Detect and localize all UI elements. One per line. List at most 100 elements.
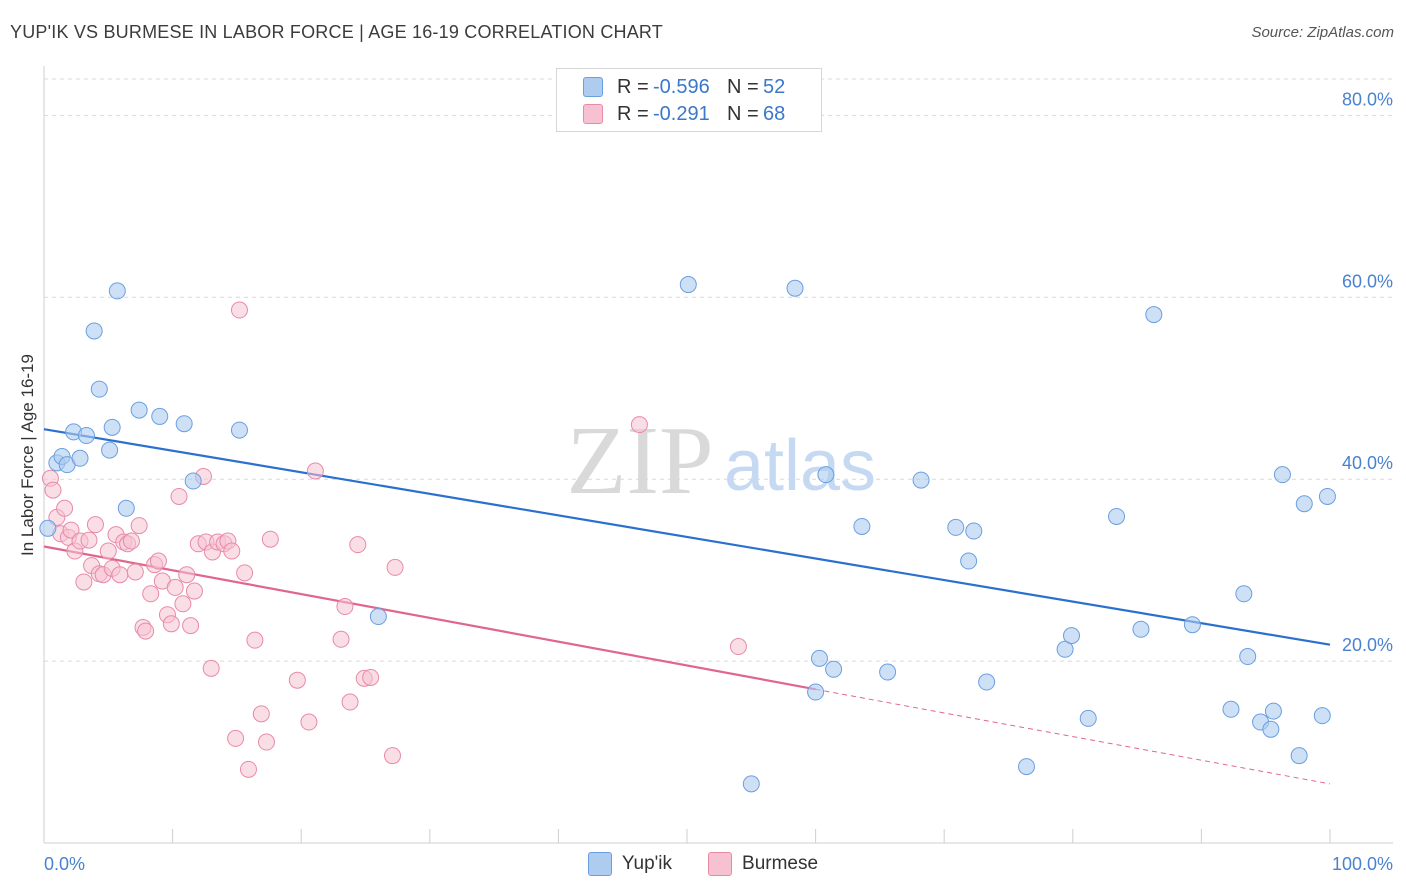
source-label: Source: ZipAtlas.com bbox=[1251, 24, 1394, 41]
data-point-burmese bbox=[166, 578, 184, 596]
data-point-yupik bbox=[1313, 707, 1331, 725]
data-point-burmese bbox=[149, 552, 167, 570]
watermark-atlas: atlas bbox=[724, 426, 876, 506]
data-point-burmese bbox=[75, 573, 93, 591]
legend-item-burmese[interactable]: Burmese bbox=[708, 852, 818, 876]
data-point-yupik bbox=[825, 660, 843, 678]
data-point-burmese bbox=[384, 747, 402, 765]
data-point-burmese bbox=[182, 617, 200, 635]
y-axis-label: In Labor Force | Age 16-19 bbox=[18, 354, 37, 556]
legend-item-yupik[interactable]: Yup'ik bbox=[587, 852, 673, 876]
data-point-burmese bbox=[230, 301, 248, 319]
data-point-yupik bbox=[369, 608, 387, 626]
data-point-yupik bbox=[1079, 709, 1097, 727]
data-point-burmese bbox=[252, 705, 270, 723]
data-point-yupik bbox=[817, 466, 835, 484]
data-point-burmese bbox=[288, 671, 306, 689]
data-point-burmese bbox=[142, 585, 160, 603]
data-point-yupik bbox=[965, 522, 983, 540]
data-point-yupik bbox=[108, 282, 126, 300]
data-point-yupik bbox=[130, 401, 148, 419]
legend-r-value: -0.596 bbox=[653, 75, 710, 98]
data-point-burmese bbox=[62, 521, 80, 539]
data-point-yupik bbox=[184, 472, 202, 490]
data-point-burmese bbox=[126, 563, 144, 581]
data-point-burmese bbox=[111, 566, 129, 584]
trend-line-burmese bbox=[43, 545, 816, 691]
data-point-burmese bbox=[44, 481, 62, 499]
data-point-yupik bbox=[1239, 648, 1257, 666]
legend-row-burmese: R = -0.291 N = 68 bbox=[583, 101, 785, 127]
data-point-yupik bbox=[39, 519, 57, 537]
data-point-burmese bbox=[170, 487, 188, 505]
data-point-burmese bbox=[99, 542, 117, 560]
data-point-burmese bbox=[261, 530, 279, 548]
data-point-yupik bbox=[947, 518, 965, 536]
data-point-yupik bbox=[151, 407, 169, 425]
data-point-yupik bbox=[1018, 758, 1036, 776]
data-point-yupik bbox=[103, 418, 121, 436]
axes bbox=[43, 66, 1393, 844]
legend-swatch-yupik bbox=[587, 852, 612, 876]
data-point-yupik bbox=[101, 441, 119, 459]
data-point-burmese bbox=[137, 622, 155, 640]
data-point-burmese bbox=[130, 517, 148, 535]
trend-lines bbox=[43, 428, 1331, 785]
legend-n-label: N = bbox=[727, 75, 759, 98]
y-tick-label: 60.0% bbox=[1342, 271, 1393, 291]
correlation-legend: R = -0.596 N = 52 R = -0.291 N = 68 bbox=[556, 68, 822, 132]
data-point-burmese bbox=[332, 630, 350, 648]
data-point-yupik bbox=[71, 449, 89, 467]
legend-row-yupik: R = -0.596 N = 52 bbox=[583, 74, 785, 100]
data-point-yupik bbox=[1108, 507, 1126, 525]
data-point-yupik bbox=[879, 663, 897, 681]
data-point-yupik bbox=[1295, 495, 1313, 513]
legend-n-value: 68 bbox=[763, 102, 786, 125]
data-points bbox=[39, 276, 1336, 793]
data-point-yupik bbox=[679, 276, 697, 294]
data-point-yupik bbox=[742, 775, 760, 793]
data-point-yupik bbox=[810, 649, 828, 667]
data-point-burmese bbox=[306, 462, 324, 480]
data-point-yupik bbox=[175, 415, 193, 433]
legend-r-value: -0.291 bbox=[653, 102, 710, 125]
data-point-yupik bbox=[786, 279, 804, 297]
data-point-burmese bbox=[202, 659, 220, 677]
data-point-burmese bbox=[239, 760, 257, 778]
legend-r-label: R = bbox=[617, 102, 649, 125]
data-point-yupik bbox=[960, 552, 978, 570]
data-point-yupik bbox=[853, 517, 871, 535]
legend-n-label: N = bbox=[727, 102, 759, 125]
legend-n-value: 52 bbox=[763, 75, 786, 98]
data-point-yupik bbox=[1264, 702, 1282, 720]
data-point-yupik bbox=[1222, 700, 1240, 718]
data-point-burmese bbox=[56, 499, 74, 517]
data-point-burmese bbox=[729, 638, 747, 656]
data-point-burmese bbox=[362, 668, 380, 686]
data-point-yupik bbox=[1183, 616, 1201, 634]
data-point-burmese bbox=[257, 733, 275, 751]
data-point-yupik bbox=[117, 499, 135, 517]
data-point-burmese bbox=[630, 416, 648, 434]
legend-swatch-burmese bbox=[583, 104, 603, 124]
data-point-burmese bbox=[227, 729, 245, 747]
legend-label-yupik: Yup'ik bbox=[621, 853, 673, 874]
data-point-yupik bbox=[1290, 747, 1308, 765]
data-point-yupik bbox=[230, 421, 248, 439]
tick-labels: 20.0% 40.0% 60.0% 80.0% 0.0% 100.0% bbox=[44, 89, 1393, 874]
data-point-burmese bbox=[223, 542, 241, 560]
data-point-yupik bbox=[1132, 620, 1150, 638]
y-tick-label: 40.0% bbox=[1342, 453, 1393, 473]
x-tick-label: 100.0% bbox=[1332, 854, 1393, 874]
data-point-burmese bbox=[246, 631, 264, 649]
data-point-yupik bbox=[1235, 585, 1253, 603]
chart-title: YUP'IK VS BURMESE IN LABOR FORCE | AGE 1… bbox=[10, 22, 663, 42]
data-point-burmese bbox=[80, 531, 98, 549]
legend-swatch-yupik bbox=[583, 77, 603, 97]
data-point-burmese bbox=[336, 598, 354, 616]
legend-label-burmese: Burmese bbox=[742, 853, 819, 874]
data-point-yupik bbox=[1318, 487, 1336, 505]
trend-line-yupik bbox=[43, 428, 1331, 646]
data-point-burmese bbox=[349, 536, 367, 554]
